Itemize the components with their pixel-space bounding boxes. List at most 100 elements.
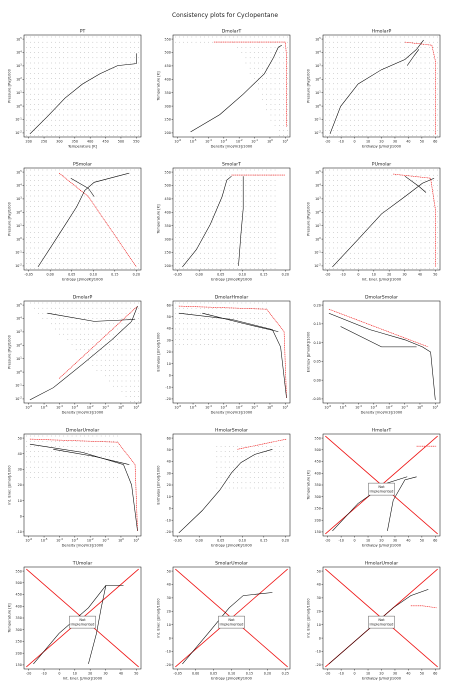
x-tick-label: 0.25: [282, 671, 289, 675]
series-curve-1: [182, 592, 273, 665]
y-tick-label: 500: [165, 51, 171, 55]
x-tick-label: -10: [338, 671, 343, 675]
panel-title: PUmolar: [372, 162, 392, 168]
plot-frame: [322, 34, 441, 138]
y-tick-label: 50: [18, 436, 22, 440]
series-curve-1: [178, 449, 273, 534]
x-tick-label: 0.10: [239, 272, 246, 276]
x-tick-label: 101: [282, 405, 288, 409]
x-tick-label: 300: [56, 139, 62, 143]
y-tick-label: 20: [167, 350, 171, 354]
chart-panel-PT: PT 200 250 300 350 400 450 500 550 10-2 10-1 100 101…: [8, 29, 142, 149]
reference-curve: [58, 172, 137, 268]
x-tick-label: -10: [338, 538, 343, 542]
y-tick-label: 0: [169, 507, 171, 511]
y-tick-label: 105: [16, 303, 22, 307]
series-curve-1: [178, 312, 287, 398]
x-tick-label: -0.05: [173, 671, 182, 675]
y-tick-label: 50: [167, 448, 171, 452]
y-tick-label: 350: [165, 224, 171, 228]
y-tick-label: 300: [16, 628, 22, 632]
x-tick-label: 101: [133, 405, 139, 409]
y-tick-label: 10: [317, 623, 321, 627]
x-axis-label: Entropy [J/mol/K]/1000: [211, 278, 253, 282]
y-axis-label: Pressure [Pa]/1000: [8, 201, 12, 236]
y-tick-label: 150: [16, 663, 22, 667]
y-tick-label: 200: [16, 651, 22, 655]
y-tick-label: 104: [16, 50, 22, 54]
annotation-text: Not: [228, 618, 235, 622]
x-tick-label: 50: [433, 272, 437, 276]
panel-title: TUmolar: [72, 561, 93, 567]
y-tick-label: 0.00: [313, 378, 320, 382]
y-tick-label: 50: [167, 569, 171, 573]
x-tick-label: -20: [26, 671, 31, 675]
x-tick-label: 10-1: [251, 139, 258, 143]
x-tick-label: 0.00: [192, 671, 199, 675]
x-tick-label: 100: [267, 139, 273, 143]
isoline-dots: [175, 169, 276, 270]
y-tick-label: 30: [317, 596, 321, 600]
x-tick-label: 10-5: [190, 405, 197, 409]
series-curve-2: [70, 177, 95, 197]
x-axis-label: Int. Ener. [J/mol]/1000: [362, 278, 402, 282]
y-axis-label: Temperature [K]: [307, 470, 311, 501]
x-tick-label: 10-3: [221, 139, 228, 143]
chart-panel-HmolarP: HmolarP -20 -10 0 10 20 30 40 50 60 10-2 10-1 100 101…: [307, 29, 441, 149]
y-tick-label: 100: [315, 104, 321, 108]
x-tick-label: -0.05: [173, 272, 182, 276]
y-tick-label: 450: [16, 593, 22, 597]
x-tick-label: 10: [366, 139, 370, 143]
series-curve-2: [47, 312, 136, 322]
series-curve-1: [332, 177, 435, 268]
x-tick-label: 10-5: [190, 139, 197, 143]
x-tick-label: 0.10: [90, 272, 97, 276]
x-tick-label: 0.00: [47, 272, 54, 276]
annotation-box: [368, 482, 395, 496]
x-tick-label: 10-6: [174, 139, 181, 143]
y-tick-label: 0.05: [313, 360, 320, 364]
panel-title: PT: [80, 29, 86, 35]
y-tick-label: 500: [315, 448, 321, 452]
x-tick-label: 550: [133, 139, 139, 143]
reference-curve: [328, 308, 429, 348]
y-tick-label: 105: [315, 37, 321, 41]
reference-curve: [178, 305, 287, 398]
chart-panel-DmolarSmolar: DmolarSmolar 10-6 10-5 10-4 10-3 10-2 10-1 100 1…: [307, 295, 441, 415]
x-tick-label: 10-6: [324, 405, 331, 409]
y-tick-label: 500: [16, 581, 22, 585]
y-tick-label: 250: [165, 251, 171, 255]
plot-frame: [172, 34, 291, 138]
x-tick-label: 40: [406, 538, 410, 542]
series-curve-1: [329, 39, 424, 134]
x-tick-label: 10-5: [41, 405, 48, 409]
panel-title: DmolarHmolar: [215, 295, 249, 301]
x-axis-label: Temperature [K]: [67, 145, 98, 149]
y-tick-label: 550: [16, 569, 22, 573]
x-tick-label: 250: [41, 139, 47, 143]
x-tick-label: 10-2: [386, 405, 393, 409]
y-tick-label: 50: [317, 569, 321, 573]
y-tick-label: 20: [18, 483, 22, 487]
annotation-text: Implemented: [71, 623, 95, 627]
x-tick-label: 0: [58, 671, 60, 675]
x-axis-label: Enthalpy [J/mol]/1000: [362, 544, 402, 548]
y-tick-label: 100: [16, 237, 22, 241]
x-tick-label: 0.20: [133, 272, 140, 276]
y-tick-label: 100: [16, 104, 22, 108]
isoline-dots: [26, 169, 139, 270]
y-axis-label: Int. Ener. [J/mol]/1000: [8, 465, 12, 505]
y-tick-label: 550: [165, 170, 171, 174]
x-tick-label: 100: [118, 538, 124, 542]
plot-frame: [172, 167, 291, 271]
plot-frame: [172, 300, 291, 404]
x-tick-label: 0.00: [196, 538, 203, 542]
x-tick-label: 60: [433, 538, 437, 542]
x-tick-label: 101: [282, 139, 288, 143]
x-axis-label: Density [mol/m3]/1000: [62, 411, 104, 415]
isoline-dots: [216, 446, 284, 489]
y-tick-label: 10: [167, 623, 171, 627]
x-tick-label: 0.05: [217, 272, 224, 276]
y-tick-label: 350: [16, 616, 22, 620]
x-axis-label: Density [mol/m3]/1000: [211, 145, 253, 149]
